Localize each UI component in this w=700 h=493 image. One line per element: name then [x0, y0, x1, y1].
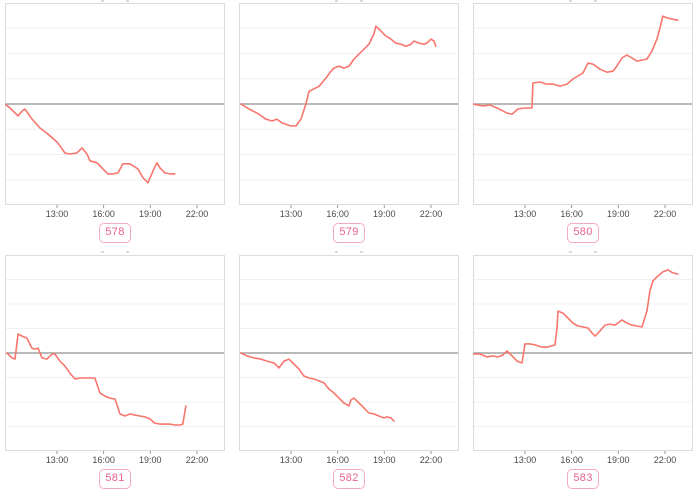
chart-cell-578: 13:00 16:00 19:00 22:00 578: [5, 0, 225, 245]
svg-text:22:00: 22:00: [654, 455, 677, 465]
title-remnant-mark: [360, 251, 363, 253]
line-chart-582: 13:00 16:00 19:00 22:00: [239, 255, 459, 465]
svg-text:22:00: 22:00: [654, 209, 677, 219]
line-chart-579: 13:00 16:00 19:00 22:00: [239, 3, 459, 219]
chart-cell-583: 13:00 16:00 19:00 22:00 583: [473, 245, 693, 493]
badge-row: 578: [5, 222, 225, 243]
svg-text:16:00: 16:00: [326, 455, 349, 465]
badge-row: 580: [473, 222, 693, 243]
line-chart-581: 13:00 16:00 19:00 22:00: [5, 255, 225, 465]
svg-text:16:00: 16:00: [92, 209, 115, 219]
chart-id-badge-578[interactable]: 578: [99, 223, 131, 243]
svg-text:13:00: 13:00: [46, 455, 69, 465]
title-remnant-mark: [126, 0, 129, 2]
title-remnant-mark: [101, 0, 104, 2]
badge-row: 582: [239, 468, 459, 489]
title-remnant-mark: [569, 251, 572, 253]
clipped-chart-title: [473, 245, 693, 255]
clipped-chart-title: [239, 0, 459, 3]
svg-text:22:00: 22:00: [186, 455, 209, 465]
badge-row: 581: [5, 468, 225, 489]
badge-row: 583: [473, 468, 693, 489]
badge-row: 579: [239, 222, 459, 243]
title-remnant-mark: [569, 0, 572, 2]
line-chart-578: 13:00 16:00 19:00 22:00: [5, 3, 225, 219]
svg-text:16:00: 16:00: [560, 455, 583, 465]
svg-text:19:00: 19:00: [607, 455, 630, 465]
chart-id-badge-580[interactable]: 580: [567, 223, 599, 243]
chart-id-badge-579[interactable]: 579: [333, 223, 365, 243]
svg-text:19:00: 19:00: [373, 209, 396, 219]
svg-text:13:00: 13:00: [46, 209, 69, 219]
title-remnant-mark: [335, 251, 338, 253]
svg-text:16:00: 16:00: [92, 455, 115, 465]
svg-text:19:00: 19:00: [139, 455, 162, 465]
line-chart-580: 13:00 16:00 19:00 22:00: [473, 3, 693, 219]
title-remnant-mark: [594, 251, 597, 253]
clipped-chart-title: [5, 0, 225, 3]
svg-text:22:00: 22:00: [420, 209, 443, 219]
svg-text:13:00: 13:00: [514, 209, 537, 219]
svg-text:13:00: 13:00: [280, 209, 303, 219]
title-remnant-mark: [594, 0, 597, 2]
clipped-chart-title: [473, 0, 693, 3]
title-remnant-mark: [360, 0, 363, 2]
svg-text:19:00: 19:00: [139, 209, 162, 219]
clipped-chart-title: [5, 245, 225, 255]
svg-text:16:00: 16:00: [560, 209, 583, 219]
chart-cell-582: 13:00 16:00 19:00 22:00 582: [239, 245, 459, 493]
svg-text:13:00: 13:00: [280, 455, 303, 465]
svg-text:16:00: 16:00: [326, 209, 349, 219]
svg-text:19:00: 19:00: [373, 455, 396, 465]
line-chart-583: 13:00 16:00 19:00 22:00: [473, 255, 693, 465]
svg-text:19:00: 19:00: [607, 209, 630, 219]
title-remnant-mark: [126, 251, 129, 253]
chart-cell-579: 13:00 16:00 19:00 22:00 579: [239, 0, 459, 245]
chart-id-badge-581[interactable]: 581: [99, 469, 131, 489]
chart-cell-581: 13:00 16:00 19:00 22:00 581: [5, 245, 225, 493]
chart-id-badge-582[interactable]: 582: [333, 469, 365, 489]
svg-text:22:00: 22:00: [186, 209, 209, 219]
clipped-chart-title: [239, 245, 459, 255]
title-remnant-mark: [335, 0, 338, 2]
title-remnant-mark: [101, 251, 104, 253]
chart-id-badge-583[interactable]: 583: [567, 469, 599, 489]
chart-cell-580: 13:00 16:00 19:00 22:00 580: [473, 0, 693, 245]
svg-text:13:00: 13:00: [514, 455, 537, 465]
svg-text:22:00: 22:00: [420, 455, 443, 465]
